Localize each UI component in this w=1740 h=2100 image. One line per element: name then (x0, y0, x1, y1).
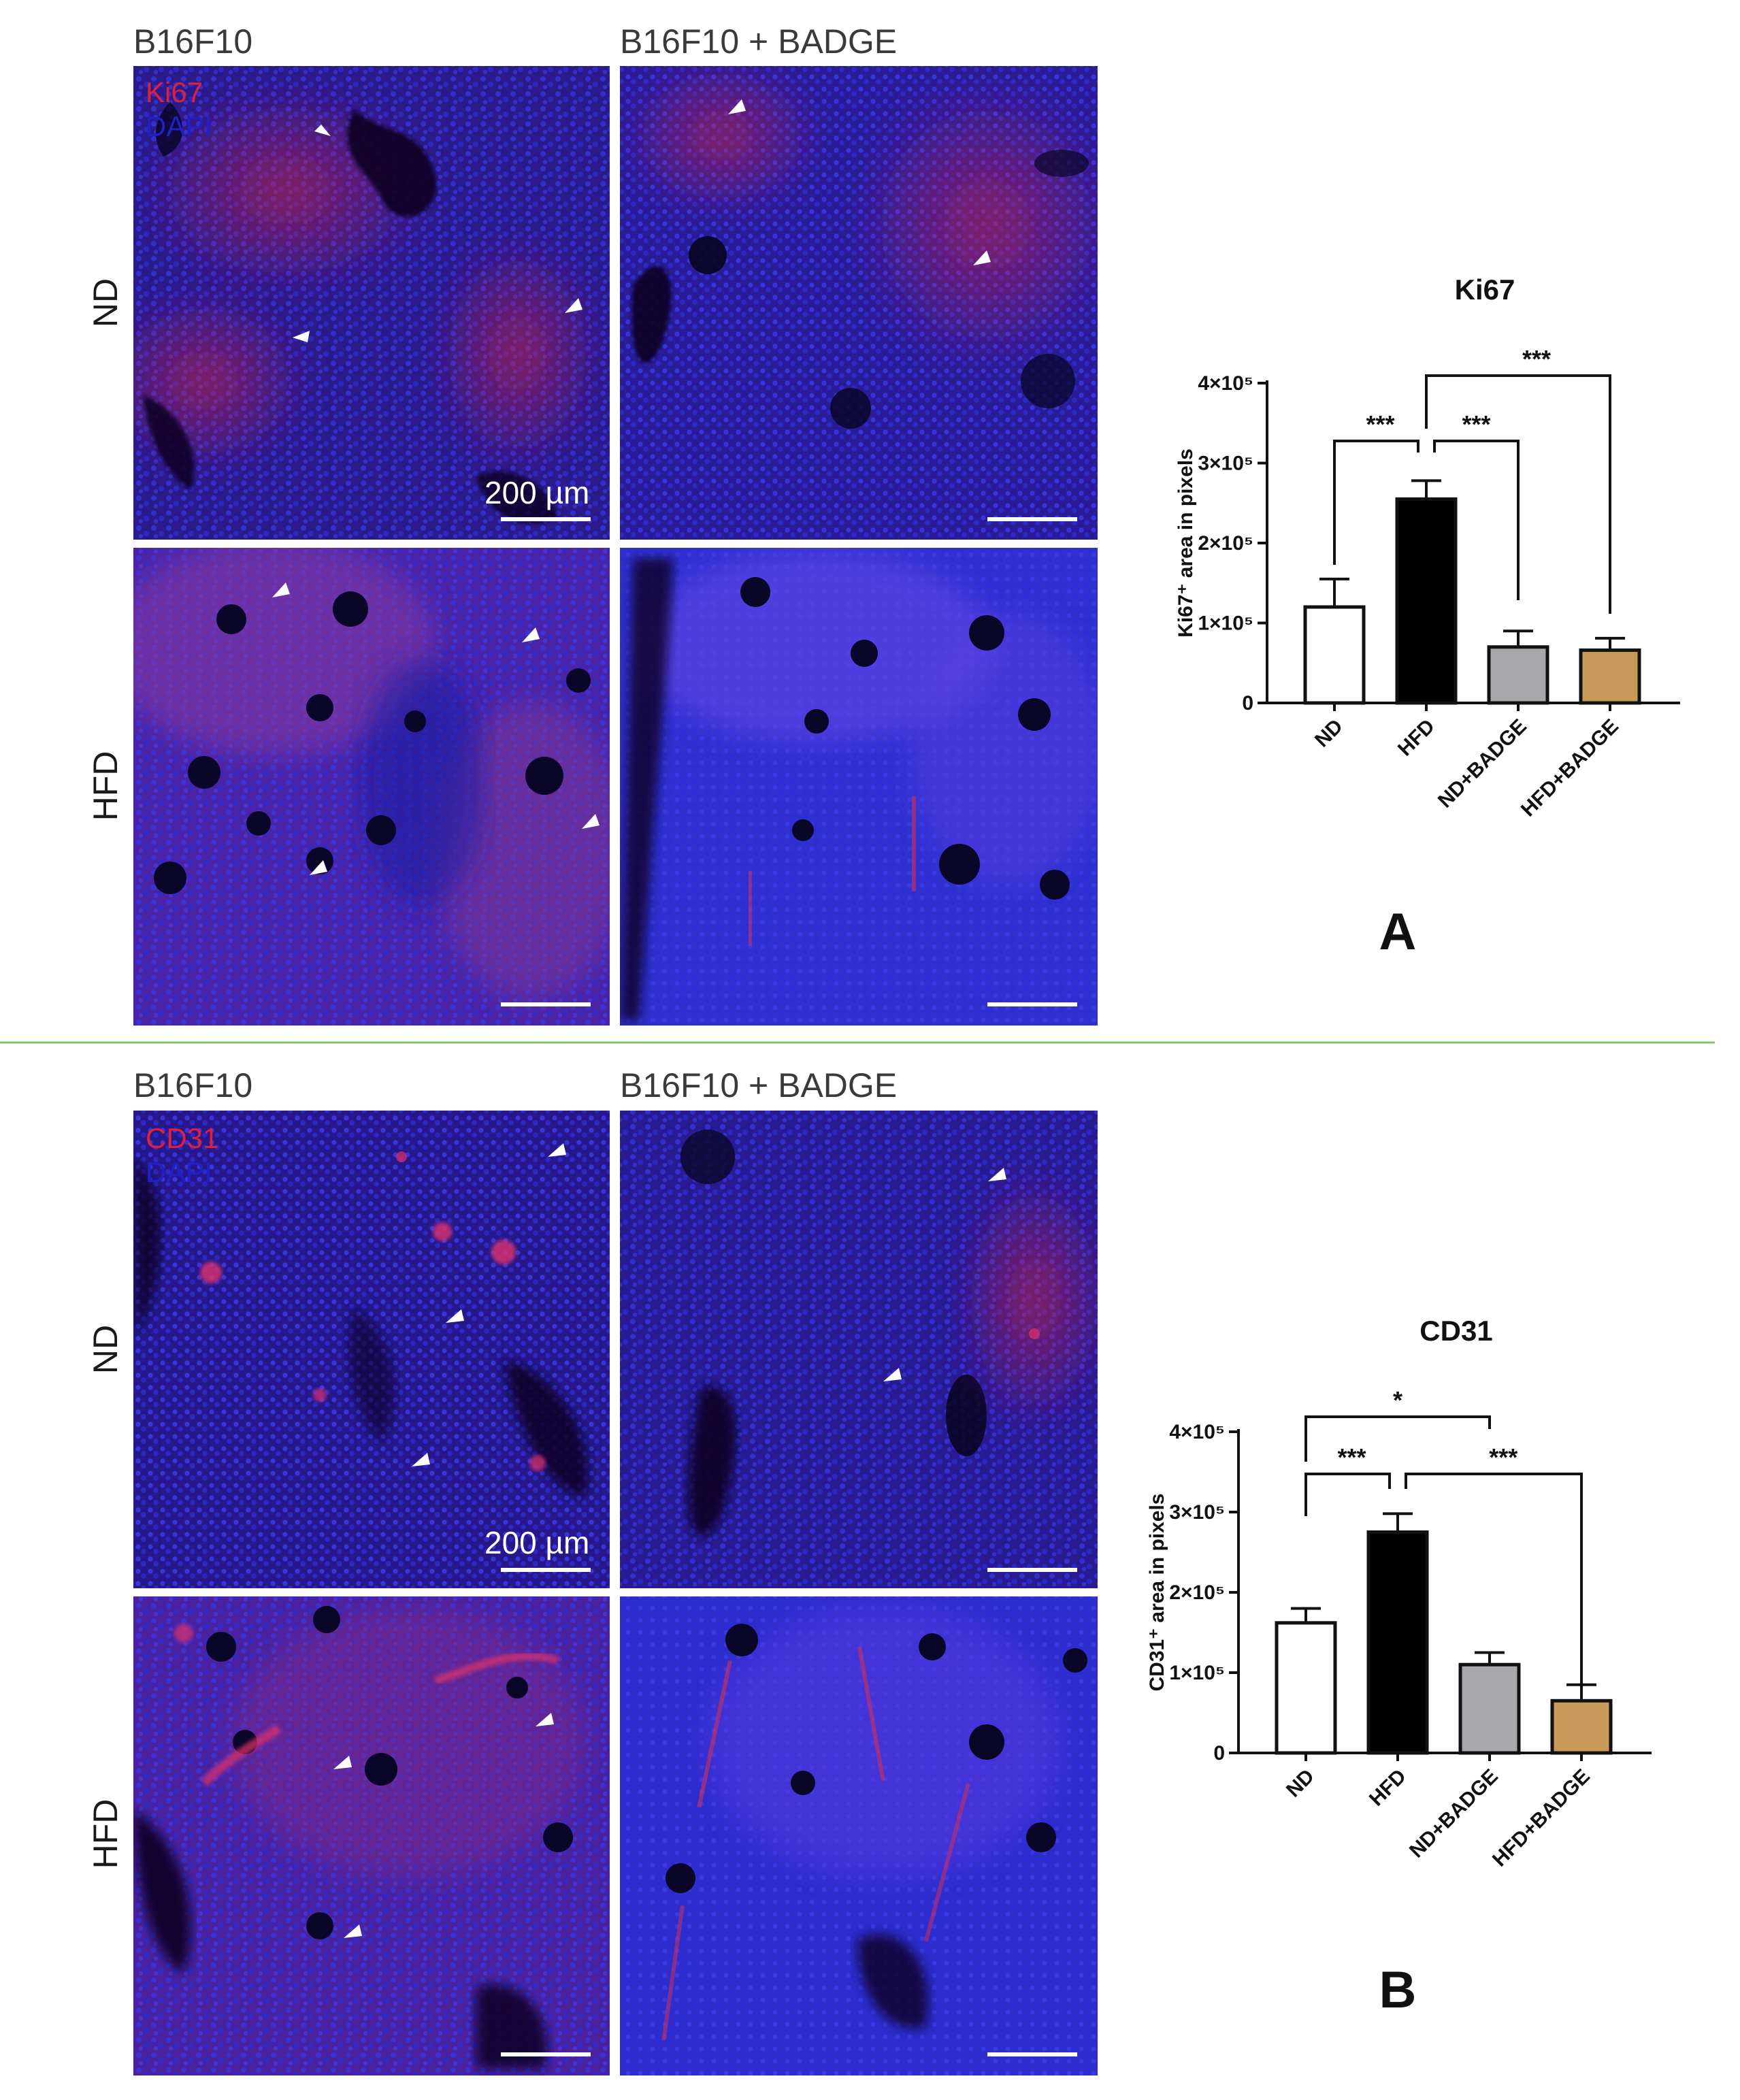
arrowhead-icon (522, 627, 540, 642)
significance-bracket (1433, 440, 1520, 600)
micrograph-ki67-nd-b16f10 (133, 66, 610, 540)
scale-bar (501, 1002, 591, 1006)
scale-bar (987, 1002, 1077, 1006)
arrowhead-icon (565, 298, 582, 313)
arrowheads-a (272, 99, 991, 875)
chart-title: Ki67 (1455, 274, 1515, 306)
col-title-b16f10: B16F10 (133, 1066, 252, 1104)
category-label: ND (1311, 715, 1347, 752)
y-tick-label: 1×10⁵ (1169, 1662, 1225, 1684)
arrowhead-icon (973, 250, 991, 265)
stain-label-dapi: DAPI (146, 110, 212, 142)
row-label-hfd: HFD (86, 1799, 125, 1869)
arrowhead-icon (582, 814, 600, 829)
scale-bar (987, 2052, 1077, 2056)
chart-cd31: CD31 CD31⁺ area in pixels 0 1×10⁵ 2×10⁵ 3×10⁵… (1146, 1315, 1652, 1871)
arrowhead-icon (314, 125, 331, 143)
panel-letter-b: B (1379, 1961, 1417, 2019)
arrowhead-icon (412, 1453, 430, 1466)
bar-nd (1303, 605, 1366, 705)
scale-bar-label: 200 µm (485, 475, 589, 510)
panel-b: B16F10 B16F10 + BADGE ND HFD (86, 1066, 1416, 2076)
micrograph-ki67-hfd-badge (620, 548, 1098, 1026)
y-tick-label: 1×10⁵ (1198, 612, 1253, 635)
category-label: ND (1282, 1765, 1319, 1802)
stain-label-ki67: Ki67 (146, 76, 203, 108)
row-label-nd: ND (86, 278, 125, 327)
bar-hfd-badge (1579, 648, 1641, 705)
significance-bracket (1304, 1415, 1491, 1462)
micrograph-ki67-nd-badge (620, 66, 1098, 540)
significance-label: *** (1489, 1443, 1517, 1471)
chart-title: CD31 (1419, 1315, 1492, 1347)
stain-label-cd31: CD31 (146, 1122, 218, 1154)
y-tick-label: 3×10⁵ (1198, 453, 1253, 475)
category-label: ND+BADGE (1434, 715, 1531, 813)
arrowhead-icon (272, 583, 290, 597)
bar-nd (1275, 1621, 1337, 1755)
arrowhead-icon (536, 1713, 554, 1726)
row-label-hfd: HFD (86, 751, 125, 821)
bar-hfd-badge (1550, 1699, 1613, 1755)
y-tick-label: 0 (1242, 692, 1253, 715)
category-label: HFD (1394, 715, 1439, 761)
micrograph-cd31-nd-badge (620, 1111, 1098, 1588)
stain-label-dapi: DAPI (146, 1156, 212, 1188)
micrograph-cd31-nd-b16f10 (133, 1111, 610, 1588)
arrowhead-icon (728, 99, 746, 114)
bar-hfd (1395, 497, 1458, 705)
micrograph-cd31-hfd-badge (620, 1596, 1098, 2076)
micrograph-cd31-hfd-b16f10 (133, 1596, 610, 2076)
scale-bar (501, 2052, 591, 2056)
y-tick-label: 0 (1213, 1742, 1225, 1765)
arrowhead-icon (988, 1168, 1006, 1181)
significance-bracket (1405, 1473, 1583, 1694)
y-tick-label: 4×10⁵ (1169, 1421, 1225, 1443)
significance-bracket (1425, 374, 1611, 614)
col-title-b16f10-badge: B16F10 + BADGE (620, 22, 897, 61)
significance-label: *** (1462, 410, 1490, 438)
significance-label: *** (1337, 1443, 1366, 1471)
arrowhead-icon (293, 331, 310, 342)
category-label: HFD+BADGE (1517, 715, 1623, 821)
arrowhead-icon (310, 860, 327, 875)
arrowhead-icon (344, 1924, 362, 1938)
scale-bar-label: 200 µm (485, 1525, 589, 1560)
y-tick-label: 2×10⁵ (1198, 532, 1253, 555)
significance-label: *** (1522, 345, 1551, 373)
col-title-b16f10: B16F10 (133, 22, 252, 61)
category-label: HFD+BADGE (1488, 1765, 1594, 1871)
arrowhead-icon (548, 1143, 566, 1157)
arrowhead-icon (446, 1309, 464, 1323)
significance-label: *** (1366, 410, 1394, 438)
bar-nd-badge (1458, 1662, 1521, 1755)
significance-bracket (1304, 1473, 1391, 1516)
panel-a: B16F10 B16F10 + BADGE ND HFD (86, 22, 1416, 1026)
scale-bar (987, 1568, 1077, 1572)
scale-bar (501, 517, 591, 521)
category-label: ND+BADGE (1405, 1765, 1503, 1863)
chart-ki67: Ki67 Ki67⁺ area in pixels 0 1×10⁵ 2×10⁵ 3×10⁵… (1175, 274, 1680, 821)
bar-nd-badge (1487, 645, 1549, 705)
y-axis-label: Ki67⁺ area in pixels (1175, 448, 1197, 638)
y-tick-label: 4×10⁵ (1198, 372, 1253, 395)
arrowhead-icon (333, 1756, 352, 1769)
category-label: HFD (1365, 1765, 1411, 1811)
arrowheads-b (333, 1143, 1006, 1938)
scale-bar (501, 1568, 591, 1572)
significance-bracket (1333, 440, 1419, 565)
y-tick-label: 3×10⁵ (1169, 1501, 1225, 1524)
panel-letter-a: A (1379, 903, 1417, 961)
arrowhead-icon (883, 1368, 902, 1381)
scale-bar (987, 517, 1077, 521)
col-title-b16f10-badge: B16F10 + BADGE (620, 1066, 897, 1104)
micrograph-ki67-hfd-b16f10 (133, 548, 610, 1026)
y-tick-label: 2×10⁵ (1169, 1581, 1225, 1604)
row-label-nd: ND (86, 1325, 125, 1374)
bar-hfd (1366, 1530, 1429, 1755)
y-axis-label: CD31⁺ area in pixels (1146, 1494, 1168, 1692)
significance-label: * (1393, 1386, 1402, 1414)
